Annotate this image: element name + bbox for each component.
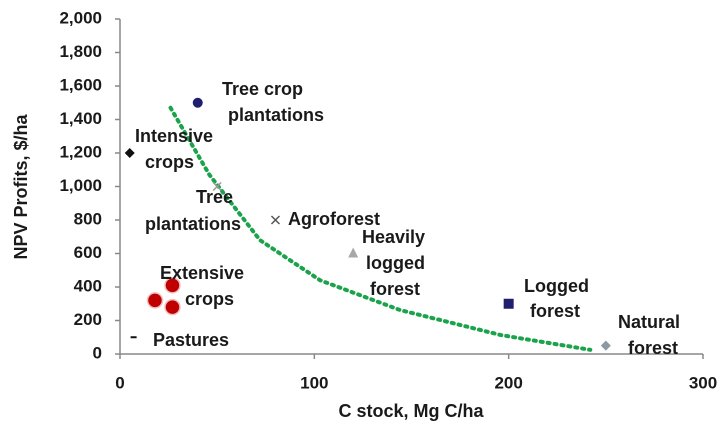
y-tick-label: 2,000 <box>59 8 102 27</box>
y-tick-label: 600 <box>74 243 102 262</box>
x-tick-label: 100 <box>300 373 328 392</box>
point-label: Extensive <box>160 263 244 283</box>
point-label: Tree crop <box>222 79 303 99</box>
point <box>270 215 280 225</box>
point-label: Heavily <box>362 227 425 247</box>
point-label: plantations <box>145 214 241 234</box>
point-label: forest <box>370 279 420 299</box>
point <box>192 97 203 108</box>
point-label: crops <box>185 289 234 309</box>
y-tick-label: 1,800 <box>59 42 102 61</box>
point <box>164 277 181 294</box>
point <box>124 148 135 158</box>
x-axis-label: C stock, Mg C/ha <box>338 401 484 421</box>
point-label: forest <box>628 338 678 358</box>
y-tick-label: 1,400 <box>59 109 102 128</box>
point <box>164 298 181 316</box>
point <box>146 292 164 309</box>
y-tick-label: 400 <box>74 276 102 295</box>
x-tick-label: 200 <box>494 373 522 392</box>
point-label: crops <box>145 152 194 172</box>
x-tick-label: 300 <box>689 373 717 392</box>
point-label: Logged <box>524 276 589 296</box>
y-tick-label: 0 <box>93 343 102 362</box>
point-label: Agroforest <box>288 209 380 229</box>
point <box>348 247 359 258</box>
point <box>503 298 514 309</box>
x-tick-label: 0 <box>115 373 124 392</box>
point <box>212 181 222 192</box>
y-tick-label: 200 <box>74 310 102 329</box>
y-tick-label: 1,200 <box>59 142 102 161</box>
point-label: Intensive <box>135 126 213 146</box>
y-tick-label: 1,000 <box>59 176 102 195</box>
point <box>600 340 611 351</box>
y-tick-label: 1,600 <box>59 75 102 94</box>
point-label: forest <box>530 301 580 321</box>
point-label: Tree <box>196 187 233 207</box>
point <box>130 336 137 339</box>
y-axis-label: NPV Profits, $/ha <box>11 113 31 259</box>
y-tick-label: 800 <box>74 209 102 228</box>
point-label: Pastures <box>153 330 229 350</box>
point-label: plantations <box>228 105 324 125</box>
point-label: logged <box>366 253 425 273</box>
point-label: Natural <box>618 312 680 332</box>
trend-line <box>168 105 593 352</box>
